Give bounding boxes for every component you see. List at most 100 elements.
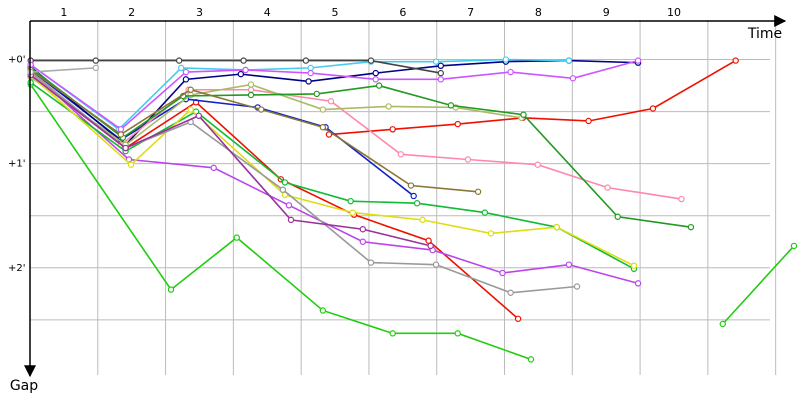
data-point: [247, 91, 255, 99]
x-tick-label: 6: [399, 6, 406, 19]
data-point: [210, 164, 217, 172]
series-line: [722, 245, 795, 325]
data-point: [359, 226, 367, 233]
grid: [30, 20, 777, 375]
data-point: [237, 70, 245, 78]
data-point: [507, 68, 514, 76]
data-point: [487, 230, 495, 237]
x-tick-label: 2: [128, 6, 135, 19]
data-point: [187, 86, 194, 93]
data-point: [553, 223, 560, 231]
series-line: [30, 67, 96, 73]
y-axis-label: Gap: [10, 378, 38, 394]
y-tick-label: +2': [8, 263, 26, 274]
data-point: [257, 106, 265, 113]
data-point: [719, 320, 726, 328]
y-tick-label: +1': [8, 159, 26, 170]
data-point: [307, 69, 314, 77]
series-line: [30, 59, 639, 131]
data-point: [481, 209, 489, 216]
data-point: [240, 57, 247, 64]
data-point: [285, 202, 293, 209]
data-point: [507, 289, 514, 296]
data-point: [389, 126, 396, 133]
data-point: [585, 117, 592, 125]
data-point: [514, 315, 522, 322]
data-point: [634, 57, 642, 64]
data-point: [678, 195, 685, 203]
data-point: [432, 58, 440, 65]
data-point: [389, 330, 396, 337]
data-point: [187, 106, 194, 113]
data-point: [375, 82, 383, 89]
data-point: [287, 216, 295, 224]
data-point: [182, 76, 190, 83]
data-point: [313, 90, 320, 98]
data-point: [437, 69, 444, 77]
series-line: [30, 72, 682, 200]
series-line: [30, 67, 692, 228]
series-line: [30, 76, 522, 146]
data-point: [319, 106, 327, 113]
data-point: [122, 144, 129, 152]
data-point: [427, 242, 434, 250]
data-point: [614, 213, 621, 220]
data-point: [573, 283, 581, 290]
data-point: [437, 62, 444, 70]
data-point: [92, 57, 99, 64]
data-point: [281, 179, 289, 186]
data-point: [349, 209, 356, 216]
data-point: [425, 237, 432, 244]
x-tick-label: 3: [196, 6, 203, 19]
data-point: [367, 259, 375, 266]
data-point: [499, 269, 506, 277]
data-point: [565, 57, 573, 64]
data-point: [247, 81, 255, 88]
data-point: [520, 111, 527, 118]
data-point: [327, 98, 335, 105]
x-tick-label: 7: [467, 6, 474, 19]
data-point: [527, 356, 535, 363]
data-point: [372, 76, 379, 83]
data-point: [534, 161, 541, 168]
data-point: [464, 156, 472, 163]
plot-area: [27, 56, 798, 363]
data-point: [397, 151, 404, 158]
data-point: [175, 57, 183, 64]
series-line: [30, 71, 578, 294]
data-point: [419, 216, 426, 224]
data-point: [305, 78, 312, 85]
data-point: [319, 124, 327, 131]
data-point: [413, 200, 421, 207]
x-tick-label: 5: [332, 6, 339, 19]
data-point: [233, 234, 240, 241]
x-tick-label: 4: [264, 6, 271, 19]
data-point: [372, 69, 379, 77]
data-point: [117, 126, 125, 133]
data-point: [604, 184, 611, 191]
data-point: [565, 261, 573, 268]
data-point: [437, 76, 444, 83]
data-point: [407, 182, 415, 189]
data-point: [242, 66, 249, 74]
data-point: [687, 223, 695, 231]
x-axis-label: Time: [747, 26, 782, 42]
x-tick-label: 1: [60, 6, 67, 19]
data-point: [732, 57, 739, 64]
data-point: [454, 330, 461, 337]
data-point: [385, 103, 392, 110]
data-point: [502, 56, 510, 63]
data-point: [454, 120, 461, 128]
data-point: [187, 91, 194, 99]
data-point: [634, 280, 642, 287]
data-point: [790, 242, 798, 250]
data-point: [569, 75, 577, 82]
data-point: [92, 64, 99, 72]
series-line: [30, 59, 441, 74]
data-point: [410, 192, 417, 200]
data-point: [474, 188, 482, 195]
x-tick-label: 10: [667, 6, 681, 19]
data-point: [319, 307, 327, 314]
